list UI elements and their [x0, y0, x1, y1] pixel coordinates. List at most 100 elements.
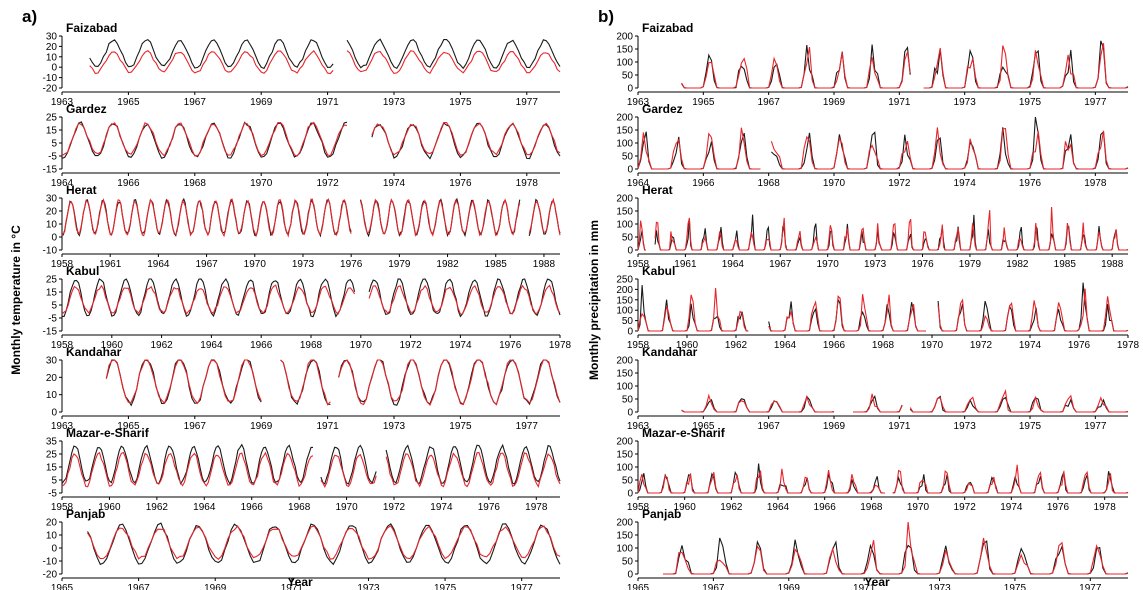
modelled-series-line: [61, 197, 561, 238]
x-tick-label: 1975: [1019, 421, 1042, 432]
x-tick-label: 1964: [722, 259, 745, 270]
x-tick-label: 1974: [1000, 502, 1023, 513]
y-tick-label: 10: [46, 390, 58, 401]
y-tick-label: 5: [51, 301, 57, 312]
x-tick-label: 1973: [357, 583, 380, 590]
x-tick-label: 1969: [250, 97, 273, 108]
x-tick-label: 1966: [823, 340, 846, 351]
y-tick-label: 25: [46, 113, 58, 124]
y-tick-label: -20: [43, 570, 58, 581]
subplot-b-faizabad: 0 50 100 150 200 1963 1965 1967 1969 1971 1973 1975…: [616, 21, 1129, 108]
x-tick-label: 1974: [430, 502, 453, 513]
y-tick-label: 50: [622, 71, 634, 82]
y-tick-label: 20: [46, 373, 58, 384]
station-label: Panjab: [642, 507, 681, 521]
x-tick-label: 1970: [335, 502, 358, 513]
panel-a-label: a): [22, 7, 37, 26]
x-tick-label: 1970: [244, 259, 267, 270]
subplot-a-mazar-e-sharif: -5 5 15 25 35 1958 1960 1962 1964 1966 1968 1970 197…: [46, 426, 561, 513]
x-tick-label: 1968: [288, 502, 311, 513]
x-tick-label: 1985: [485, 259, 508, 270]
subplot-a-kabul: -15 -5 5 15 25 1958 1960 1962 1964 1966 1968 1970 19…: [43, 264, 572, 351]
x-tick-label: 1971: [888, 97, 911, 108]
x-tick-label: 1964: [147, 259, 170, 270]
y-tick-label: 50: [622, 476, 634, 487]
x-tick-label: 1973: [864, 259, 887, 270]
x-tick-label: 1958: [51, 340, 74, 351]
x-tick-label: 1967: [195, 259, 218, 270]
x-tick-label: 1975: [1019, 97, 1042, 108]
subplot-b-panjab: 0 50 100 150 200 1965 1967 1969 1971 1973 1975 1977…: [616, 507, 1129, 590]
y-tick-label: 50: [622, 395, 634, 406]
modelled-series-line: [637, 288, 1129, 332]
x-tick-label: 1969: [204, 583, 227, 590]
observed-series-line: [61, 443, 561, 486]
y-tick-label: 100: [616, 58, 633, 69]
y-tick-label: 20: [46, 207, 58, 218]
y-tick-label: 200: [616, 32, 633, 43]
x-tick-label: 1976: [478, 502, 501, 513]
observed-series-line: [637, 116, 1129, 170]
observed-series-line: [637, 282, 1129, 332]
y-tick-label: 15: [46, 288, 58, 299]
x-tick-label: 1960: [676, 340, 699, 351]
observed-series-line: [637, 463, 1129, 494]
x-tick-label: 1979: [388, 259, 411, 270]
y-tick-label: 30: [46, 32, 58, 43]
x-tick-label: 1958: [627, 502, 650, 513]
x-tick-label: 1976: [911, 259, 934, 270]
x-tick-label: 1978: [1117, 340, 1140, 351]
y-tick-label: 150: [616, 369, 633, 380]
subplot-b-kandahar: 0 50 100 150 200 1963 1965 1967 1969 1971 1973 1975…: [616, 345, 1129, 432]
observed-series-line: [61, 121, 561, 160]
x-tick-label: 1978: [516, 178, 539, 189]
x-tick-label: 1960: [101, 340, 124, 351]
x-tick-label: 1964: [767, 502, 790, 513]
x-tick-label: 1961: [99, 259, 122, 270]
x-tick-label: 1968: [872, 340, 895, 351]
y-tick-label: 0: [51, 63, 57, 74]
y-tick-label: 0: [627, 570, 633, 581]
y-tick-label: 0: [627, 489, 633, 500]
y-tick-label: 100: [616, 382, 633, 393]
x-tick-label: 1958: [51, 502, 74, 513]
x-tick-label: 1973: [292, 259, 315, 270]
x-tick-label: 1965: [692, 421, 715, 432]
x-tick-label: 1979: [959, 259, 982, 270]
x-tick-label: 1966: [241, 502, 264, 513]
modelled-series-line: [61, 451, 561, 489]
modelled-series-line: [637, 464, 1129, 494]
station-label: Mazar-e-Sharif: [642, 426, 726, 440]
x-tick-label: 1965: [627, 583, 650, 590]
subplot-b-herat: 0 50 100 150 200 1958 1961 1964 1967 1970 1973 1976…: [616, 183, 1129, 270]
y-tick-label: 10: [46, 52, 58, 63]
x-tick-label: 1977: [1084, 97, 1107, 108]
station-label: Faizabad: [642, 21, 693, 35]
observed-series-line: [89, 38, 561, 70]
y-tick-label: -10: [43, 557, 58, 568]
y-tick-label: 0: [627, 165, 633, 176]
x-tick-label: 1982: [436, 259, 459, 270]
modelled-series-line: [681, 42, 1129, 89]
y-tick-label: 200: [616, 518, 633, 529]
y-tick-label: 150: [616, 126, 633, 137]
modelled-series-line: [681, 389, 1129, 413]
station-label: Panjab: [66, 507, 105, 521]
y-tick-label: 150: [616, 207, 633, 218]
station-label: Kabul: [642, 264, 675, 278]
x-tick-label: 1958: [51, 259, 74, 270]
y-tick-label: 20: [46, 518, 58, 529]
modelled-series-line: [663, 521, 1129, 575]
x-tick-label: 1971: [853, 583, 876, 590]
x-tick-label: 1961: [674, 259, 697, 270]
x-tick-label: 1963: [51, 97, 74, 108]
y-tick-label: -10: [43, 246, 58, 257]
y-tick-label: 0: [627, 327, 633, 338]
y-tick-label: 25: [46, 450, 58, 461]
y-tick-label: -5: [48, 152, 57, 163]
x-tick-label: 1958: [627, 340, 650, 351]
